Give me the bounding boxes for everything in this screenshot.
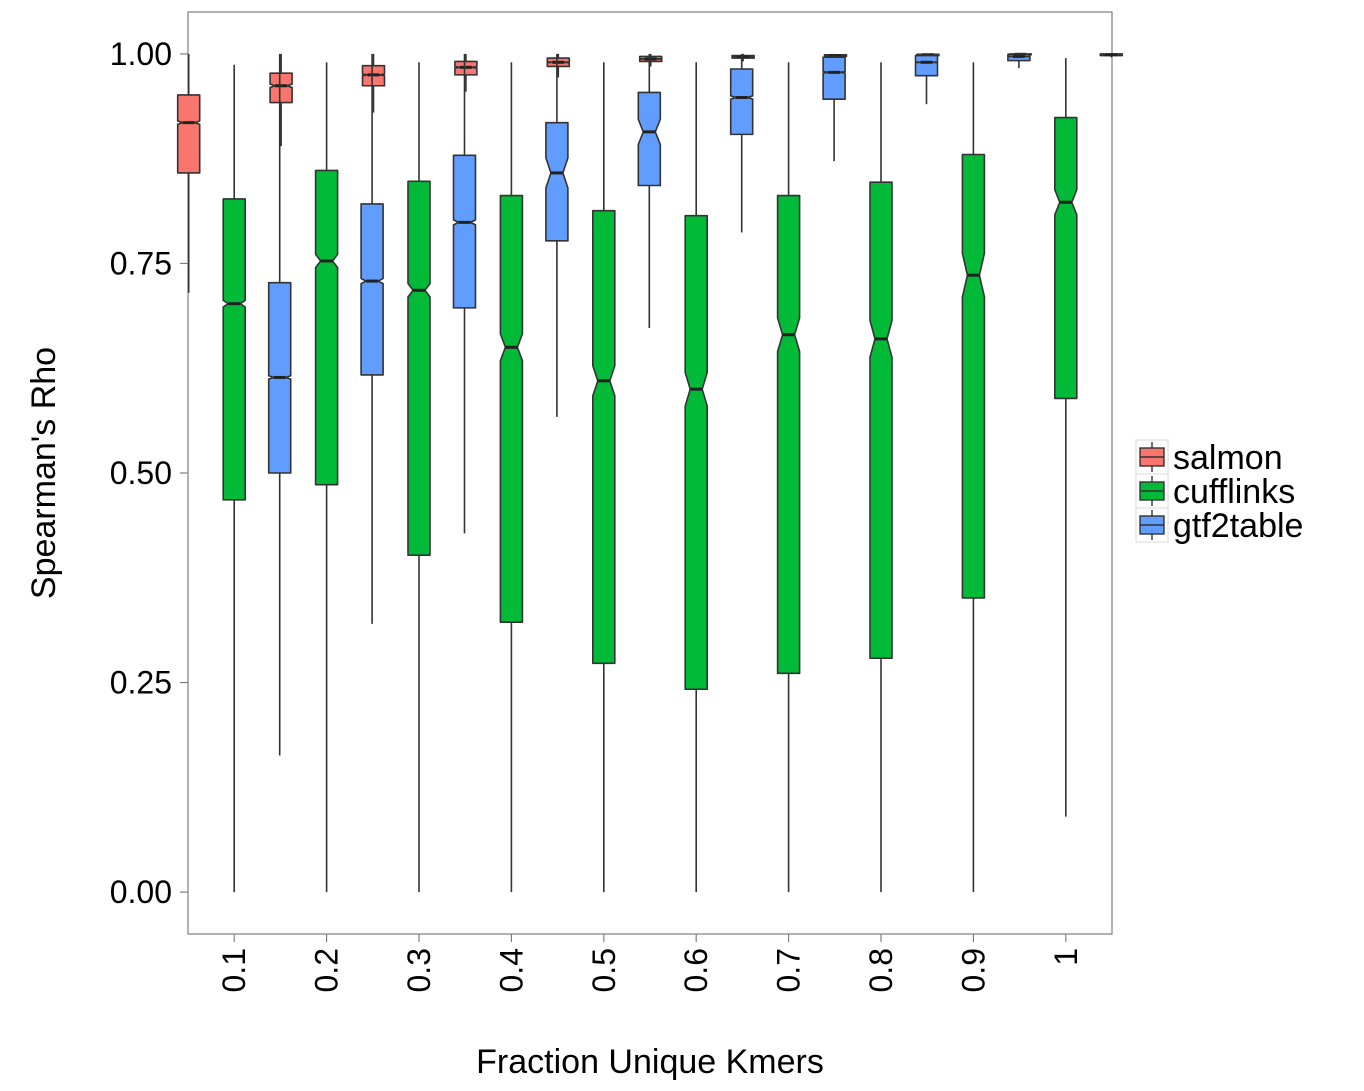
box-body: [176, 94, 201, 174]
box-body: [729, 68, 754, 136]
y-tick-label: 0.00: [110, 874, 172, 910]
salmon-box: [269, 53, 293, 147]
box-body: [269, 72, 293, 104]
x-tick-label: 0.2: [309, 948, 345, 992]
legend-item-salmon: salmon: [1135, 439, 1283, 477]
cufflinks-box: [869, 62, 893, 893]
gtf2table-box: [822, 53, 846, 162]
cufflinks-box: [314, 62, 339, 893]
y-tick-label: 1.00: [110, 36, 172, 72]
box-body: [407, 180, 431, 556]
box-body: [684, 214, 708, 691]
y-axis: 0.00 0.25 0.50 0.75 1.00: [110, 36, 188, 910]
x-tick-label: 0.1: [216, 948, 252, 992]
cufflinks-box: [961, 62, 986, 893]
gtf2table-box: [729, 53, 754, 233]
box-body: [314, 169, 339, 486]
x-tick-label: 0.6: [678, 948, 714, 992]
legend-item-cufflinks: cufflinks: [1135, 473, 1295, 511]
box-body: [1054, 116, 1078, 400]
cufflinks-box: [776, 62, 801, 893]
box-body: [776, 194, 801, 675]
box-body: [822, 56, 846, 100]
cufflinks-box: [684, 62, 708, 893]
cufflinks-box: [222, 64, 246, 893]
gtf2table-box: [452, 53, 477, 534]
salmon-box: [731, 53, 755, 62]
cufflinks-box: [499, 62, 524, 893]
box-body: [592, 209, 616, 665]
salmon-box: [546, 53, 571, 78]
box-series: [176, 52, 1124, 893]
x-tick-label: 0.8: [863, 948, 899, 992]
y-tick-label: 0.25: [110, 665, 172, 701]
salmon-box: [454, 53, 478, 92]
cufflinks-box: [592, 62, 616, 893]
gtf2table-box: [914, 53, 939, 105]
x-tick-label: 1: [1048, 948, 1084, 966]
x-tick-label: 0.5: [586, 948, 622, 992]
x-tick-label: 0.3: [401, 948, 437, 992]
salmon-box: [638, 53, 663, 67]
x-axis-title: Fraction Unique Kmers: [476, 1043, 824, 1081]
gtf2table-box: [267, 53, 292, 756]
salmon-box: [361, 53, 386, 113]
legend-label: gtf2table: [1173, 507, 1303, 545]
salmon-box: [176, 53, 201, 293]
box-body: [637, 91, 662, 187]
box-body: [499, 194, 524, 623]
box-body: [222, 198, 246, 501]
cufflinks-box: [1054, 58, 1078, 817]
x-tick-label: 0.4: [493, 948, 529, 992]
x-axis: 0.1 0.2 0.3 0.4 0.5 0.6 0.7 0.8 0.9 1: [216, 934, 1084, 992]
x-tick-label: 0.9: [955, 948, 991, 992]
box-body: [452, 154, 477, 309]
legend-item-gtf2table: gtf2table: [1135, 507, 1303, 545]
y-tick-label: 0.75: [110, 245, 172, 281]
box-body: [961, 153, 986, 599]
y-axis-title: Spearman's Rho: [25, 347, 63, 599]
box-body: [360, 203, 384, 376]
box-body: [869, 181, 893, 660]
box-body: [914, 54, 939, 77]
legend-label: salmon: [1173, 439, 1283, 477]
gtf2table-box: [1007, 53, 1031, 69]
gtf2table-box: [637, 53, 662, 328]
box-body: [545, 121, 569, 242]
gtf2table-box: [1099, 53, 1124, 58]
y-tick-label: 0.50: [110, 455, 172, 491]
x-tick-label: 0.7: [771, 948, 807, 992]
gtf2table-box: [360, 53, 384, 624]
legend-label: cufflinks: [1173, 473, 1295, 511]
gtf2table-box: [545, 53, 569, 417]
cufflinks-box: [407, 62, 431, 893]
